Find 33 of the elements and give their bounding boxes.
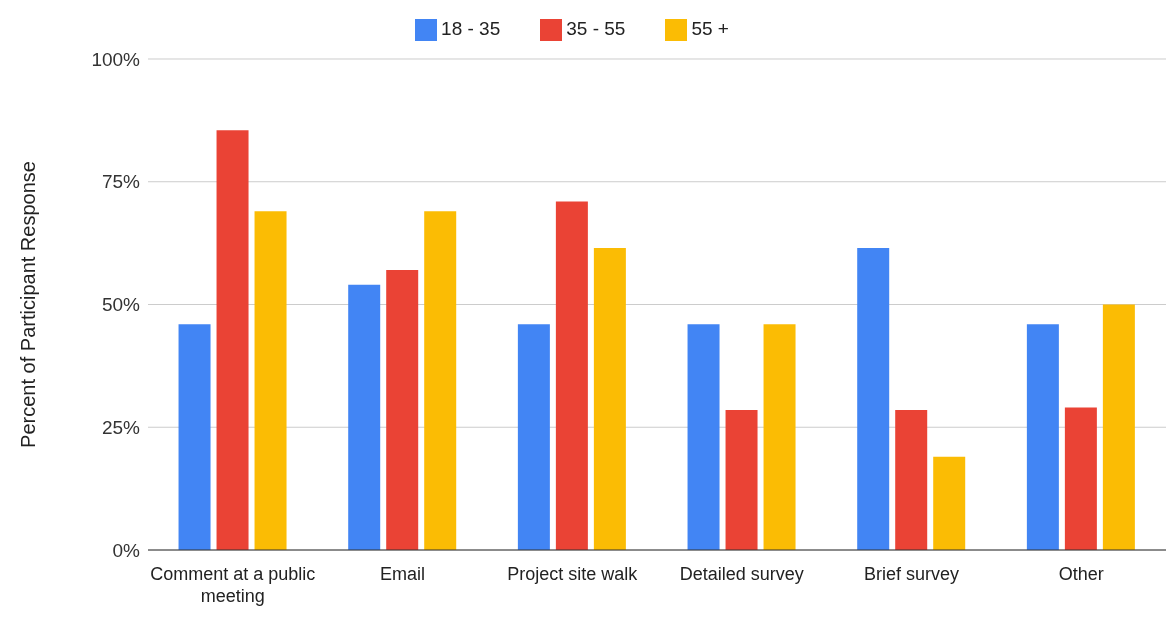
bar <box>933 456 966 550</box>
x-tick-label: Project site walk <box>507 564 639 584</box>
bar <box>348 284 381 550</box>
y-tick-label: 25% <box>101 416 141 438</box>
legend-label: 35 - 55 <box>566 18 626 39</box>
x-tick-label: Detailed survey <box>679 564 804 584</box>
y-axis-title: Percent of Participant Response <box>17 161 40 448</box>
bar <box>424 211 457 550</box>
bar <box>178 324 211 550</box>
bar <box>1102 304 1135 550</box>
y-tick-label: 0% <box>112 539 141 561</box>
bar <box>517 324 550 550</box>
bar <box>254 211 287 550</box>
bar <box>386 270 419 550</box>
bar <box>555 201 588 550</box>
y-tick-label: 100% <box>91 48 141 70</box>
x-tick-label: Email <box>379 564 426 584</box>
bar <box>857 248 890 550</box>
bar <box>593 248 626 550</box>
x-tick-label: Other <box>1058 564 1104 584</box>
legend-label: 55 + <box>691 18 729 39</box>
bar <box>725 410 758 550</box>
y-tick-label: 75% <box>101 171 141 193</box>
bar <box>216 130 249 550</box>
y-tick-label: 50% <box>101 294 141 316</box>
legend-label: 18 - 35 <box>441 18 501 39</box>
bar <box>895 410 928 550</box>
bar <box>763 324 796 550</box>
bar <box>1026 324 1059 550</box>
bar <box>1064 407 1097 550</box>
bar <box>687 324 720 550</box>
x-tick-label: Brief survey <box>863 564 960 584</box>
x-tick-label: Comment at a public meeting <box>150 564 316 606</box>
